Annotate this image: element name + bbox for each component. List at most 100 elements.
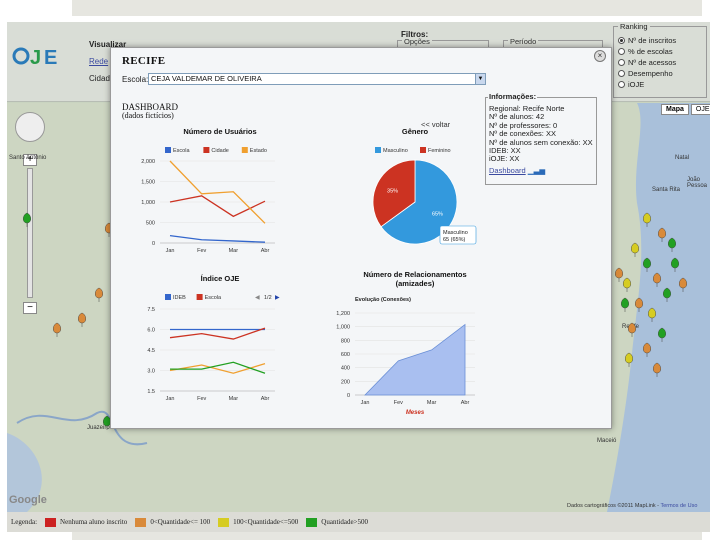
map-pin-icon[interactable] bbox=[635, 297, 643, 312]
radio-icon[interactable] bbox=[618, 70, 625, 77]
legend-swatch bbox=[165, 147, 171, 153]
ranking-option-escolas[interactable]: % de escolas bbox=[618, 47, 673, 56]
escola-select[interactable]: CEJA VALDEMAR DE OLIVEIRA ▼ bbox=[148, 73, 486, 85]
periodo-label: Período bbox=[508, 37, 539, 46]
chart-title-relacionamentos: Número de Relacionamentos (amizades) bbox=[363, 270, 467, 288]
map-pin-icon[interactable] bbox=[628, 322, 636, 337]
chevron-right-icon[interactable]: ▶ bbox=[275, 295, 280, 301]
series-area bbox=[364, 323, 466, 396]
info-title: Informações: bbox=[488, 92, 538, 102]
map-pan-control[interactable] bbox=[15, 112, 45, 142]
legend-swatch-orange bbox=[135, 517, 147, 527]
map-pin-icon[interactable] bbox=[623, 277, 631, 292]
map-pin-icon[interactable] bbox=[53, 322, 61, 337]
place-santa-rita: Santa Rita bbox=[652, 187, 681, 193]
chart-subtitle: Evolução (Conexões) bbox=[355, 297, 411, 303]
chevron-down-icon[interactable]: ▼ bbox=[475, 74, 485, 84]
y-tick-label: 1.5 bbox=[147, 389, 155, 395]
map-pin-icon[interactable] bbox=[615, 267, 623, 282]
x-tick-label: Abr bbox=[261, 396, 270, 402]
legend-item-100-500: 100<Quantidade<=500 bbox=[233, 518, 299, 526]
map-pin-icon[interactable] bbox=[95, 287, 103, 302]
info-line: Nº de professores: 0 bbox=[489, 120, 558, 130]
map-type-switch: Mapa OJE bbox=[661, 104, 710, 115]
legend-entry: Feminino bbox=[428, 148, 451, 154]
ranking-option-acessos[interactable]: Nº de acessos bbox=[618, 58, 676, 67]
dashboard-link[interactable]: Dashboard bbox=[489, 165, 526, 175]
svg-text:J: J bbox=[30, 47, 41, 69]
pager-label[interactable]: 1/2 bbox=[264, 295, 272, 301]
map-pin-icon[interactable] bbox=[653, 272, 661, 287]
cidade-label: Cidad bbox=[89, 74, 110, 83]
map-pin-icon[interactable] bbox=[648, 307, 656, 322]
tooltip-line: 65 (65%) bbox=[443, 237, 465, 243]
map-pin-icon[interactable] bbox=[643, 212, 651, 227]
close-icon[interactable]: × bbox=[594, 50, 606, 62]
map-pin-icon[interactable] bbox=[103, 415, 111, 430]
map-pin-icon[interactable] bbox=[671, 257, 679, 272]
map-type-mapa[interactable]: Mapa bbox=[661, 104, 689, 115]
radio-icon[interactable] bbox=[618, 81, 625, 88]
map-pin-icon[interactable] bbox=[625, 352, 633, 367]
series-line bbox=[169, 234, 266, 243]
oje-logo: J E bbox=[12, 47, 57, 69]
map-credits: Dados cartográficos ©2011 MapLink - Term… bbox=[567, 503, 698, 509]
legend-entry: Masculino bbox=[383, 148, 408, 154]
pie-slice[interactable] bbox=[372, 159, 416, 228]
chart-title-indice: Índice OJE bbox=[200, 274, 240, 283]
x-tick-label: Fev bbox=[197, 396, 206, 402]
y-tick-label: 1,000 bbox=[336, 325, 350, 331]
terms-link[interactable]: Termos de Uso bbox=[660, 503, 698, 509]
info-line: Nº de alunos: 42 bbox=[489, 112, 545, 122]
zoom-in-button[interactable]: + bbox=[23, 154, 37, 166]
map-pin-icon[interactable] bbox=[658, 327, 666, 342]
radio-icon[interactable] bbox=[618, 48, 625, 55]
y-tick-label: 500 bbox=[146, 221, 155, 227]
chevron-left-icon[interactable]: ◀ bbox=[255, 295, 260, 301]
map-pin-icon[interactable] bbox=[78, 312, 86, 327]
ranking-option-desempenho[interactable]: Desempenho bbox=[618, 69, 673, 78]
map-pin-icon[interactable] bbox=[668, 237, 676, 252]
y-tick-label: 0 bbox=[152, 241, 155, 247]
y-tick-label: 7.5 bbox=[147, 307, 155, 313]
dashboard-title: DASHBOARD bbox=[122, 102, 179, 112]
zoom-out-button[interactable]: − bbox=[23, 302, 37, 314]
top-band bbox=[72, 0, 702, 16]
zoom-slider[interactable] bbox=[27, 168, 33, 298]
map-pin-icon[interactable] bbox=[621, 297, 629, 312]
x-tick-label: Abr bbox=[461, 400, 470, 406]
place-natal: Natal bbox=[675, 155, 690, 161]
modal-title: RECIFE bbox=[122, 55, 166, 67]
ranking-option-ioje[interactable]: iOJE bbox=[618, 80, 644, 89]
legend-entry: Escola bbox=[173, 148, 190, 154]
series-line bbox=[169, 160, 266, 224]
pie-slice-label: 35% bbox=[387, 189, 398, 195]
map-pin-icon[interactable] bbox=[631, 242, 639, 257]
map-pin-icon[interactable] bbox=[643, 342, 651, 357]
map-pin-icon[interactable] bbox=[658, 227, 666, 242]
radio-icon[interactable] bbox=[618, 37, 625, 44]
tooltip-line: Masculino bbox=[443, 230, 468, 236]
map-pin-icon[interactable] bbox=[23, 212, 31, 227]
chart-title-usuarios: Número de Usuários bbox=[183, 127, 257, 136]
pie-slice[interactable] bbox=[380, 159, 458, 245]
map-type-oje[interactable]: OJE bbox=[690, 104, 710, 115]
x-tick-label: Jan bbox=[361, 400, 370, 406]
map-pin-icon[interactable] bbox=[653, 362, 661, 377]
y-tick-label: 600 bbox=[341, 352, 350, 358]
rede-link[interactable]: Rede bbox=[89, 57, 109, 66]
map-pin-icon[interactable] bbox=[679, 277, 687, 292]
map-pin-icon[interactable] bbox=[643, 257, 651, 272]
bottom-band bbox=[72, 532, 702, 540]
y-tick-label: 400 bbox=[341, 366, 350, 372]
ranking-option-inscritos[interactable]: Nº de inscritos bbox=[618, 36, 676, 45]
legend-entry: Estado bbox=[250, 148, 267, 154]
map-pin-icon[interactable] bbox=[663, 287, 671, 302]
voltar-link[interactable]: << voltar bbox=[421, 120, 451, 129]
y-tick-label: 800 bbox=[341, 338, 350, 344]
radio-icon[interactable] bbox=[618, 59, 625, 66]
legend-swatch-green bbox=[306, 517, 318, 527]
legend-swatch bbox=[196, 294, 203, 300]
